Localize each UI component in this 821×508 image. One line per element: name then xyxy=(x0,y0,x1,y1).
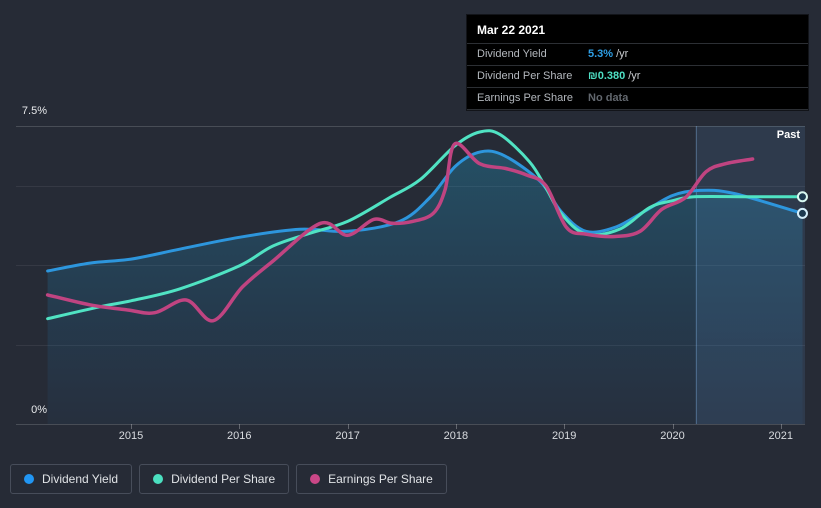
series-line-dividend-per-share xyxy=(46,129,804,321)
legend-earnings-per-share[interactable]: Earnings Per Share xyxy=(296,464,447,494)
tooltip-suffix: /yr xyxy=(628,70,641,82)
x-axis-label: 2021 xyxy=(768,430,794,442)
tooltip-label: Earnings Per Share xyxy=(477,92,573,104)
tooltip-value: ₪0.380 xyxy=(588,70,626,82)
legend-label: Dividend Yield xyxy=(42,472,119,486)
past-highlight-band xyxy=(696,126,805,424)
x-axis-label: 2016 xyxy=(227,430,252,442)
legend-dividend-per-share[interactable]: Dividend Per Share xyxy=(139,464,290,494)
x-axis-tick xyxy=(672,424,674,429)
x-axis-tick xyxy=(347,424,349,429)
tooltip-row-earnings-per-share: Earnings Per Share No data xyxy=(467,87,808,110)
gridline xyxy=(16,424,805,425)
tooltip-row-dividend-per-share: Dividend Per Share ₪0.380/yr xyxy=(467,65,808,87)
chart-tooltip: Mar 22 2021 Dividend Yield 5.3%/yr Divide… xyxy=(466,14,809,111)
tooltip-value: 5.3% xyxy=(588,48,614,60)
x-axis-label: 2020 xyxy=(660,430,685,442)
legend-label: Dividend Per Share xyxy=(171,472,276,486)
series-color-dot xyxy=(153,474,164,484)
series-line-dividend-yield xyxy=(46,149,804,273)
chart-legend: Dividend Yield Dividend Per Share Earnin… xyxy=(10,464,447,494)
x-axis-label: 2015 xyxy=(118,430,144,442)
x-axis-tick xyxy=(455,424,457,429)
tooltip-row-dividend-yield: Dividend Yield 5.3%/yr xyxy=(467,43,808,65)
x-axis-label: 2019 xyxy=(551,430,577,442)
y-axis-label-bottom: 0% xyxy=(31,404,47,416)
tooltip-label: Dividend Per Share xyxy=(477,70,573,82)
x-axis-tick xyxy=(564,424,566,429)
tooltip-suffix: /yr xyxy=(616,48,629,60)
x-axis-label: 2017 xyxy=(335,430,360,442)
legend-dividend-yield[interactable]: Dividend Yield xyxy=(10,464,133,494)
series-color-dot xyxy=(24,474,34,484)
series-line-earnings-per-share xyxy=(45,141,755,323)
series-end-marker[interactable] xyxy=(796,191,808,203)
area-fill xyxy=(47,151,803,424)
y-axis-label-top: 7.5% xyxy=(21,105,47,117)
gridline xyxy=(16,126,805,127)
tooltip-label: Dividend Yield xyxy=(477,48,547,60)
x-axis-label: 2018 xyxy=(443,430,469,442)
x-axis-tick xyxy=(131,424,132,429)
tooltip-date: Mar 22 2021 xyxy=(477,23,546,37)
series-color-dot xyxy=(310,474,321,484)
tooltip-value: No data xyxy=(588,92,629,104)
series-end-marker[interactable] xyxy=(796,207,808,219)
x-axis-tick xyxy=(780,424,782,429)
past-period-label: Past xyxy=(776,129,800,141)
legend-label: Earnings Per Share xyxy=(328,472,433,486)
x-axis-tick xyxy=(239,424,241,429)
